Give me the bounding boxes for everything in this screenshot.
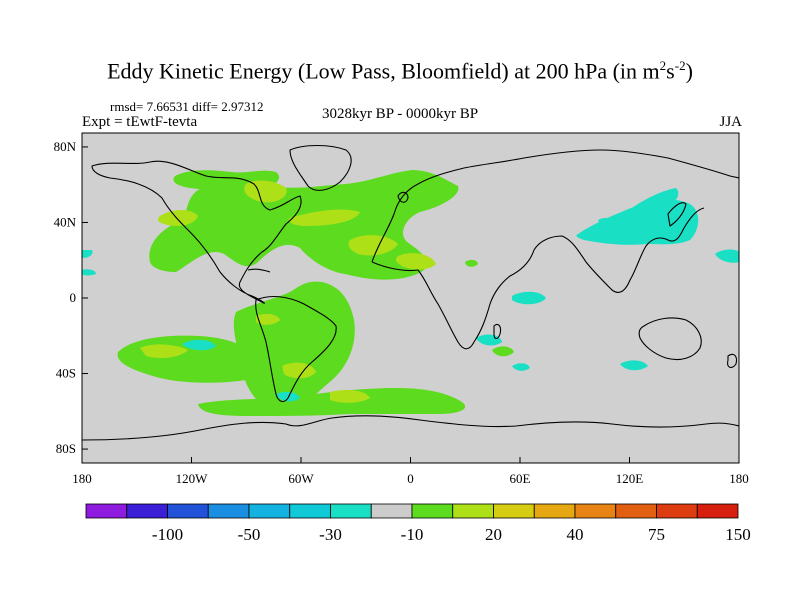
anomaly-patch bbox=[476, 334, 502, 346]
coastlines bbox=[82, 144, 739, 441]
lat-tick-label: 0 bbox=[70, 290, 77, 305]
lat-tick-label: 80N bbox=[54, 139, 77, 154]
anomaly-patch bbox=[620, 360, 648, 371]
anomaly-patch bbox=[492, 346, 514, 357]
stats-label: rmsd= 7.66531 diff= 2.97312 bbox=[110, 99, 264, 114]
lon-tick-label: 120W bbox=[176, 471, 209, 486]
colorbar-swatch bbox=[574, 503, 617, 519]
period-label: 3028kyr BP - 0000kyr BP bbox=[321, 106, 479, 122]
lat-tick-label: 40S bbox=[56, 366, 76, 381]
coast-madagascar bbox=[493, 323, 502, 340]
experiment-label: Expt = tEwtF-tevta bbox=[82, 114, 198, 130]
colorbar-label: -100 bbox=[152, 525, 183, 544]
colorbar-label: -30 bbox=[319, 525, 342, 544]
colorbar-label: 40 bbox=[567, 525, 584, 544]
coast-caribbean bbox=[247, 268, 271, 273]
colorbar-label: 20 bbox=[485, 525, 502, 544]
colorbar-swatch bbox=[615, 503, 657, 519]
colorbar-swatch bbox=[452, 503, 494, 519]
colorbar-swatch bbox=[411, 503, 454, 519]
anomaly-highlight bbox=[330, 390, 370, 403]
coast-new-zealand bbox=[727, 353, 738, 369]
coast-greenland bbox=[289, 144, 352, 191]
season-label: JJA bbox=[719, 114, 742, 130]
anomaly-region-north-pacific bbox=[576, 199, 699, 245]
anomaly-highlight bbox=[395, 253, 436, 270]
anomaly-highlight bbox=[348, 235, 398, 256]
lon-tick-label: 0 bbox=[407, 471, 414, 486]
colorbar-swatch bbox=[248, 503, 291, 519]
anomaly-highlight bbox=[157, 210, 198, 226]
longitude-axis: 180 120W 60W 0 60E 120E 180 bbox=[72, 457, 749, 486]
anomaly-patch bbox=[632, 188, 679, 213]
colorbar-swatch bbox=[493, 503, 535, 519]
lat-tick-label: 40N bbox=[54, 214, 77, 229]
anomaly-patch bbox=[512, 291, 546, 305]
anomaly-patch bbox=[182, 339, 216, 351]
colorbar bbox=[85, 503, 739, 519]
anomaly-patch bbox=[715, 249, 739, 263]
latitude-axis: 80N 40N 0 40S 80S bbox=[54, 139, 88, 456]
plot-title: Eddy Kinetic Energy (Low Pass, Bloomfiel… bbox=[107, 58, 693, 84]
colorbar-labels: -100 -50 -30 -10 20 40 75 150 bbox=[152, 525, 751, 544]
coast-north-america bbox=[91, 160, 302, 304]
colorbar-swatch bbox=[167, 503, 209, 519]
colorbar-swatch bbox=[289, 503, 331, 519]
lon-tick-label: 180 bbox=[729, 471, 749, 486]
anomaly-patch bbox=[276, 391, 300, 402]
anomaly-patch bbox=[82, 250, 93, 258]
colorbar-swatch bbox=[370, 503, 413, 519]
coast-australia bbox=[638, 317, 702, 361]
colorbar-label: -10 bbox=[401, 525, 424, 544]
colorbar-swatch bbox=[85, 503, 128, 519]
lon-tick-label: 60E bbox=[510, 471, 531, 486]
lon-tick-label: 60W bbox=[288, 471, 314, 486]
coast-antarctica bbox=[82, 415, 739, 441]
colorbar-swatch bbox=[330, 503, 372, 519]
colorbar-swatch bbox=[533, 503, 576, 519]
lat-tick-label: 80S bbox=[56, 441, 76, 456]
colorbar-label: 150 bbox=[725, 525, 751, 544]
coast-africa-europe bbox=[371, 149, 739, 350]
lon-tick-label: 180 bbox=[72, 471, 92, 486]
anomaly-highlight bbox=[244, 180, 287, 203]
colorbar-swatch bbox=[207, 503, 250, 519]
anomaly-highlight bbox=[288, 209, 360, 226]
anomaly-patch bbox=[598, 217, 614, 227]
lon-tick-label: 120E bbox=[616, 471, 644, 486]
colorbar-label: -50 bbox=[238, 525, 261, 544]
coast-japan bbox=[667, 202, 687, 227]
colorbar-swatch bbox=[126, 503, 168, 519]
anomaly-highlight bbox=[256, 313, 280, 325]
colorbar-swatch bbox=[656, 503, 698, 519]
coast-south-america bbox=[255, 295, 337, 403]
colorbar-label: 75 bbox=[648, 525, 665, 544]
anomaly-patch bbox=[512, 363, 530, 371]
coast-british-isles bbox=[397, 191, 409, 203]
colorbar-swatch bbox=[696, 503, 739, 519]
anomaly-fields bbox=[82, 170, 739, 416]
anomaly-patch bbox=[465, 259, 478, 267]
anomaly-region-southern-ocean bbox=[198, 388, 466, 416]
anomaly-highlight bbox=[140, 344, 188, 358]
anomaly-patch bbox=[82, 269, 96, 276]
